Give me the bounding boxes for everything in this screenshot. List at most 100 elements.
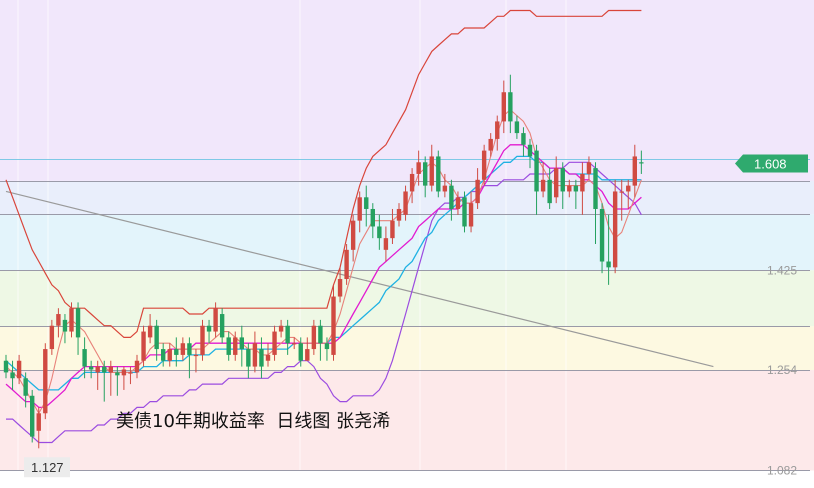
candle-body: [573, 185, 579, 192]
candle: [206, 319, 212, 344]
candle-body: [305, 349, 310, 361]
y-tick-label: 1.254: [767, 363, 797, 377]
y-tick-label: 1.082: [767, 463, 797, 477]
low-price-label: 1.127: [31, 460, 64, 475]
candle-body: [49, 325, 55, 350]
candle: [298, 337, 303, 367]
candle: [56, 308, 61, 338]
candle: [121, 366, 127, 390]
candle: [23, 372, 28, 408]
candle: [3, 354, 9, 379]
candle: [187, 337, 192, 379]
candle-body: [554, 168, 559, 198]
candle-body: [259, 349, 264, 367]
candle: [259, 337, 264, 379]
candle: [442, 173, 448, 198]
candle-body: [239, 337, 244, 350]
candle: [180, 337, 186, 361]
candle-body: [23, 378, 28, 396]
candle: [69, 302, 74, 338]
candle-body: [586, 162, 592, 174]
candle: [318, 319, 323, 361]
candle: [233, 331, 238, 361]
candle-body: [252, 343, 258, 367]
candle-body: [147, 325, 153, 338]
candle: [560, 162, 565, 209]
candle: [626, 179, 631, 209]
candle-body: [350, 220, 356, 250]
candle-body: [3, 360, 9, 373]
candle-body: [69, 308, 74, 332]
candle-body: [226, 337, 231, 355]
candle-body: [102, 366, 107, 373]
candle-body: [409, 173, 415, 192]
low-price-marker: [24, 457, 70, 478]
candle: [324, 337, 330, 361]
candle-body: [357, 197, 362, 221]
candle: [311, 319, 317, 355]
candle-body: [436, 156, 441, 192]
candle-body: [370, 208, 375, 227]
candle-body: [10, 372, 15, 379]
candle: [331, 284, 336, 361]
candle: [49, 319, 55, 355]
candle-body: [88, 366, 94, 370]
candle: [95, 360, 100, 390]
candle: [409, 168, 415, 204]
candle: [239, 325, 244, 367]
vertical-gridlines: [17, 0, 567, 488]
candle: [219, 308, 225, 344]
candle-body: [36, 413, 41, 431]
candle: [337, 267, 343, 303]
candle-body: [449, 185, 454, 209]
candle-body: [416, 162, 421, 174]
horizontal-levels: [0, 159, 810, 471]
candle-body: [75, 308, 81, 338]
candle: [416, 150, 421, 186]
candle: [449, 179, 454, 221]
candle-body: [593, 168, 598, 209]
candle: [200, 319, 205, 361]
candle: [370, 203, 375, 239]
last-price-label: 1.608: [754, 156, 787, 171]
candle: [82, 337, 87, 379]
candle-body: [560, 168, 565, 192]
candle-body: [540, 179, 546, 192]
candle: [475, 168, 480, 209]
candle-body: [632, 156, 637, 186]
candle-body: [508, 92, 513, 122]
candle-body: [121, 369, 127, 376]
candle: [30, 389, 35, 443]
candle: [10, 360, 15, 390]
candle: [174, 337, 179, 367]
candle-body: [43, 349, 48, 414]
candle: [495, 115, 500, 151]
candle: [344, 244, 349, 285]
candle-body: [285, 325, 290, 344]
candle: [462, 191, 467, 233]
candle: [167, 343, 172, 367]
chart-caption: 美债10年期收益率 日线图 张尧浠: [116, 411, 391, 432]
candle: [252, 331, 258, 373]
candle: [612, 179, 618, 274]
candle: [128, 366, 133, 385]
candle-body: [521, 133, 526, 145]
candle: [88, 360, 94, 379]
candle-body: [219, 314, 225, 338]
candle: [501, 80, 506, 134]
candle-body: [56, 314, 61, 326]
candle-body: [337, 279, 343, 297]
candle: [403, 185, 408, 221]
candle: [436, 150, 441, 198]
candle: [521, 127, 526, 157]
candle: [527, 138, 533, 169]
candle-body: [213, 308, 218, 332]
candle-body: [265, 354, 271, 361]
candle-body: [167, 349, 172, 361]
candle: [639, 150, 644, 174]
candle: [134, 354, 140, 379]
candle-body: [442, 185, 448, 192]
candle-body: [580, 173, 585, 192]
candle: [147, 314, 153, 344]
